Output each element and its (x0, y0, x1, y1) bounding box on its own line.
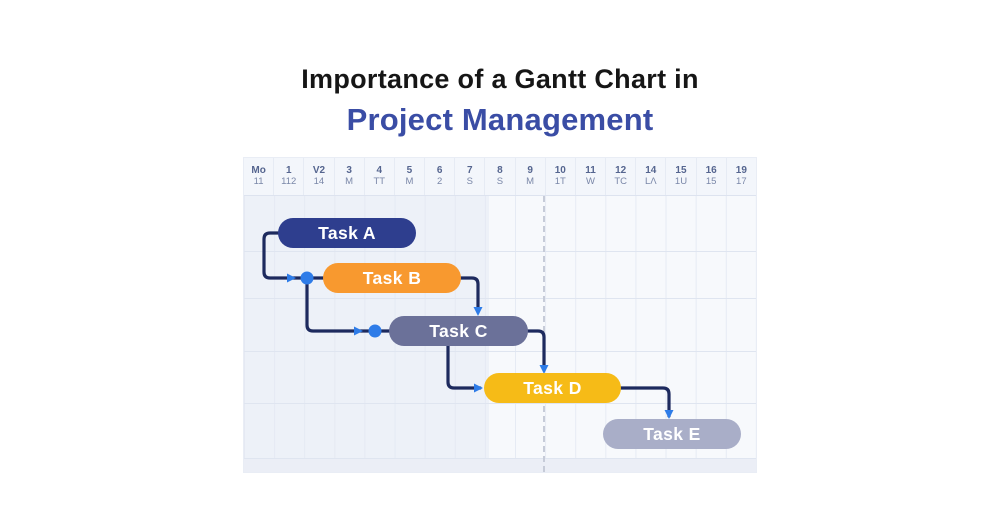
header-day: 15 (675, 164, 687, 176)
header-sub: W (585, 176, 595, 188)
header-cell: 11 W (576, 158, 607, 195)
header-day: 7 (467, 164, 473, 176)
task-bar-d: Task D (484, 373, 621, 403)
header-day: 14 (645, 164, 657, 176)
header-cell: 19 17 (727, 158, 756, 195)
connector-b-to-c-top (459, 276, 480, 314)
connector-lines (262, 231, 671, 418)
task-bar-label: Task B (362, 267, 422, 288)
header-day: 6 (436, 164, 443, 176)
header-sub: M (405, 176, 414, 188)
header-cell: 4 TT (365, 158, 395, 195)
header-day: 11 (585, 164, 596, 176)
task-bar-label: Task D (523, 377, 582, 398)
header-cell: 15 1U (666, 158, 697, 195)
grid-horizontal-line (244, 298, 756, 299)
dependency-arrow-icon (354, 326, 363, 336)
connector-c-to-d-start (446, 344, 482, 390)
header-sub: 1T (554, 176, 566, 188)
header-cell: Mo 11 (244, 158, 275, 195)
header-day: 5 (406, 164, 413, 176)
header-day: 19 (735, 164, 747, 176)
title-line-2: Project Management (346, 102, 654, 138)
gantt-grid: Task A Task B Task C Task D Task E (244, 196, 756, 472)
link-dot-icon (300, 271, 314, 285)
header-sub: TT (373, 176, 386, 188)
dependency-arrow-icon (473, 307, 483, 316)
connector-c-to-d-top (526, 329, 546, 372)
dependency-arrow-icon (287, 273, 296, 283)
header-sub: M (526, 176, 535, 188)
header-sub: 1U (674, 176, 688, 188)
header-day: Mo (251, 164, 266, 176)
header-sub: 112 (281, 176, 297, 188)
header-sub: 2 (436, 176, 443, 188)
header-sub: M (345, 176, 354, 188)
header-sub: S (466, 176, 473, 188)
header-day: 12 (615, 164, 627, 176)
infographic-title: Importance of a Gantt Chart in Project M… (0, 64, 1000, 138)
task-bar-label: Task C (429, 320, 488, 341)
link-dot-icon (368, 324, 382, 338)
header-day: 9 (527, 164, 533, 176)
dependency-arrow-icon (664, 410, 674, 419)
header-cell: 14 LΛ (636, 158, 667, 195)
task-bar-b: Task B (323, 263, 461, 293)
header-day: 4 (376, 164, 383, 176)
header-sub: 11 (253, 176, 264, 188)
connector-d-to-e-top (619, 386, 671, 418)
grid-bottom-strip (244, 459, 756, 472)
dependency-connectors (262, 231, 674, 419)
header-day: 1 (285, 164, 292, 176)
grid-horizontal-line (244, 403, 756, 404)
dependency-arrow-icon (539, 365, 549, 374)
header-day: 10 (554, 164, 566, 176)
header-cell: 12 TC (606, 158, 637, 195)
header-day: 8 (497, 164, 503, 176)
header-sub: 17 (736, 176, 747, 188)
header-sub: S (496, 176, 504, 188)
header-cell: 10 1T (546, 158, 576, 195)
header-day: 16 (705, 164, 717, 176)
grid-horizontal-line (244, 351, 756, 352)
header-day: 3 (346, 164, 352, 176)
task-bar-label: Task E (643, 423, 701, 444)
task-bar-a: Task A (278, 218, 416, 248)
title-line-1: Importance of a Gantt Chart in (301, 64, 699, 94)
task-bar-label: Task A (318, 222, 376, 243)
header-cell: 1 112 (274, 158, 305, 195)
dependency-arrow-icon (474, 383, 483, 393)
connector-markers (287, 271, 674, 419)
header-day: V2 (312, 164, 326, 176)
grid-horizontal-line (244, 458, 756, 459)
connector-b-to-c-start (305, 276, 392, 333)
header-cell: 16 15 (697, 158, 727, 195)
header-sub: 14 (313, 176, 325, 188)
task-bar-c: Task C (389, 316, 528, 346)
connector-a-to-b (262, 231, 325, 280)
grid-horizontal-line (244, 251, 756, 252)
header-sub: TC (614, 176, 627, 188)
task-bar-e: Task E (603, 419, 741, 449)
header-cell: V2 14 (304, 158, 335, 195)
header-sub: LΛ (645, 176, 657, 188)
header-sub: 15 (705, 176, 717, 188)
